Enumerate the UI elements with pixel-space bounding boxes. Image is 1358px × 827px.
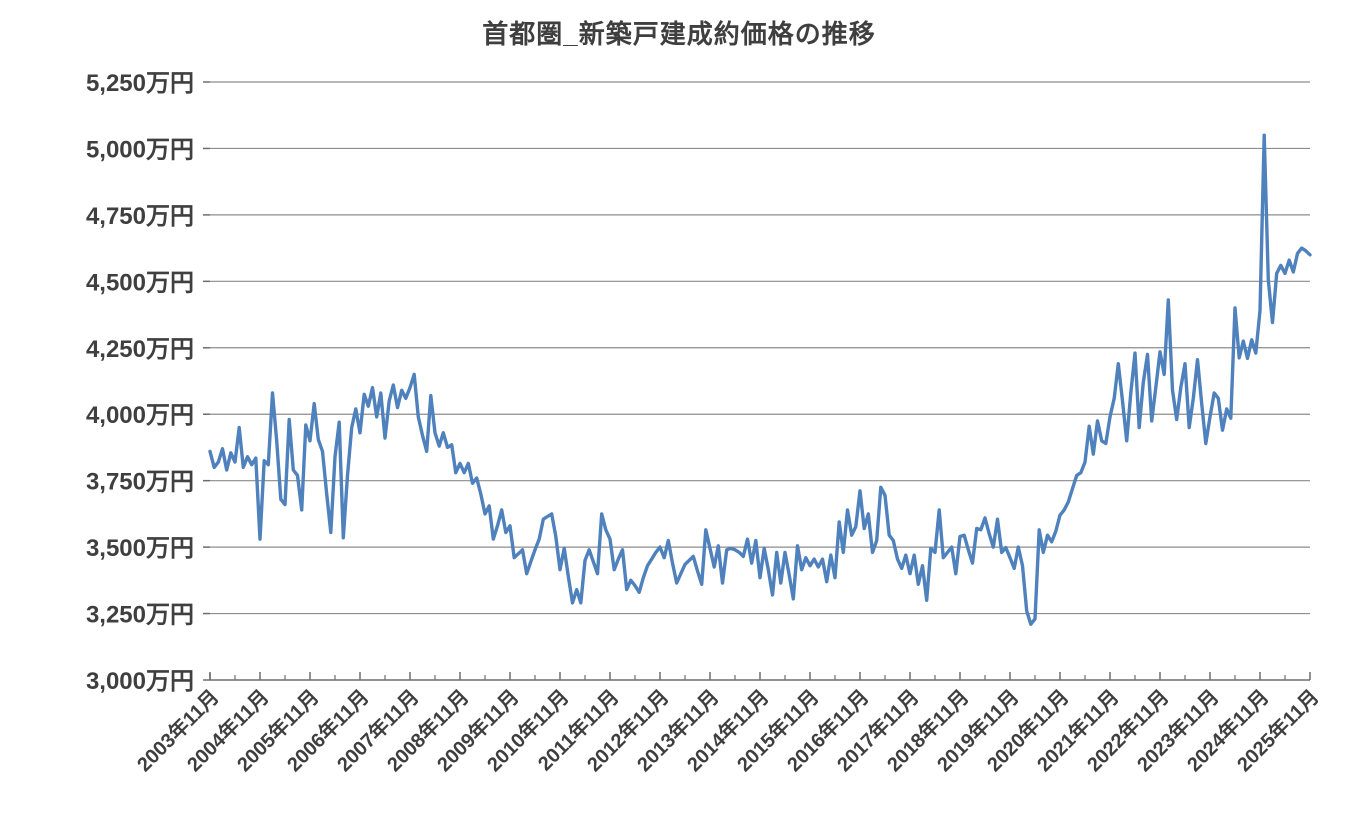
y-axis-tick-label: 4,750万円 xyxy=(86,203,194,230)
y-axis-tick-label: 3,250万円 xyxy=(86,602,194,629)
y-axis-tick-label: 3,750万円 xyxy=(86,469,194,496)
price-series-line xyxy=(208,133,1312,626)
y-axis-tick-label: 5,000万円 xyxy=(86,136,194,163)
y-axis-tick-label: 4,000万円 xyxy=(86,402,194,429)
y-axis-tick-label: 3,500万円 xyxy=(86,535,194,562)
y-axis-tick-label: 3,000万円 xyxy=(86,668,194,695)
y-axis-tick-label: 5,250万円 xyxy=(86,70,194,97)
y-axis-tick-label: 4,250万円 xyxy=(86,336,194,363)
y-axis-tick-label: 4,500万円 xyxy=(86,269,194,296)
chart-title: 首都圏_新築戸建成約価格の推移 xyxy=(482,19,876,49)
